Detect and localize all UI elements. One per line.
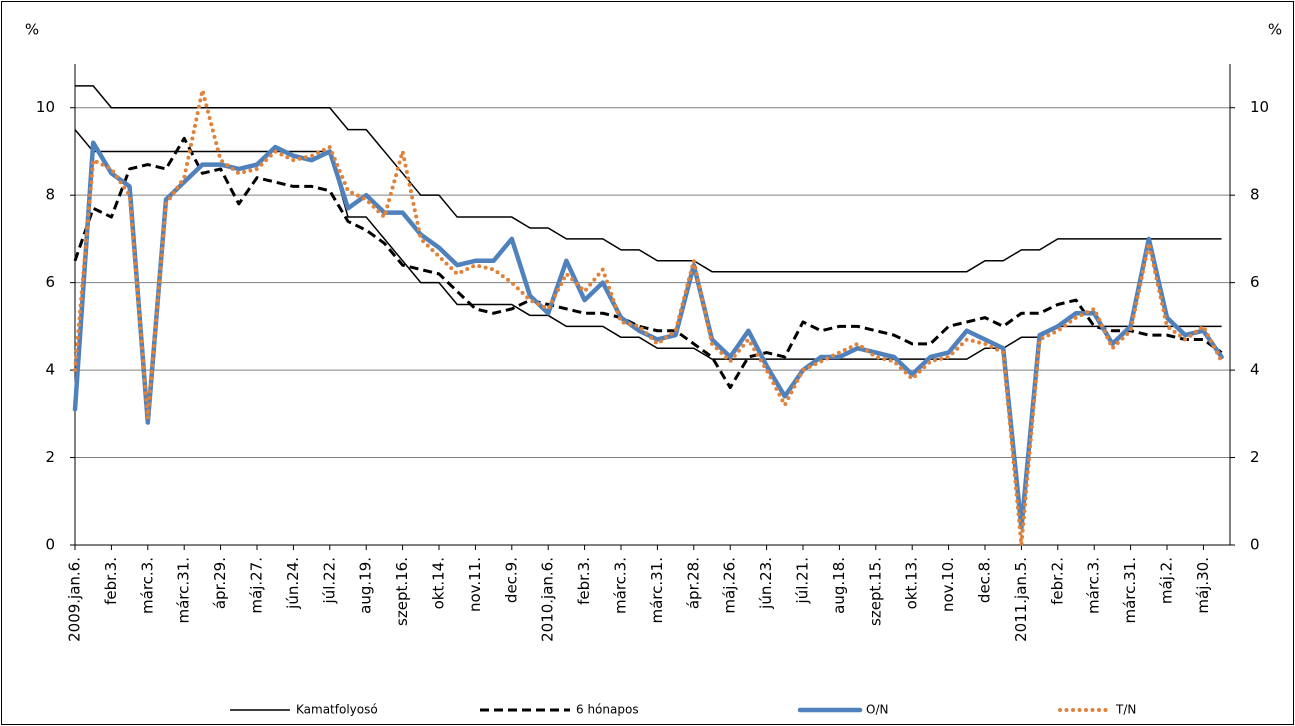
x-tick-label: márc.3. bbox=[612, 557, 630, 614]
x-tick-label: márc.31. bbox=[1121, 557, 1139, 624]
x-tick-label: 2009.jan.6. bbox=[66, 557, 84, 642]
legend-label: O/N bbox=[866, 703, 888, 717]
x-tick-label: máj.2. bbox=[1158, 557, 1176, 604]
y-tick-label: 10 bbox=[36, 98, 55, 116]
x-tick-label: ápr.29. bbox=[211, 557, 229, 609]
y-axis-label: % bbox=[25, 21, 39, 39]
x-tick-label: máj.26. bbox=[721, 557, 739, 614]
x-tick-label: júl.22. bbox=[320, 557, 338, 604]
y-tick-label: 8 bbox=[45, 186, 55, 204]
x-tick-label: nov.11. bbox=[466, 557, 484, 612]
y2-tick-label: 0 bbox=[1250, 536, 1260, 554]
x-tick-label: nov.10. bbox=[939, 557, 957, 612]
x-tick-label: márc.31. bbox=[648, 557, 666, 624]
line bbox=[74, 129, 1222, 360]
y2-tick-label: 6 bbox=[1250, 273, 1260, 291]
x-tick-label: 2011.jan.5. bbox=[1012, 557, 1030, 642]
line bbox=[72, 140, 1224, 530]
y2-axis-label: % bbox=[1268, 21, 1282, 39]
line bbox=[73, 136, 1223, 390]
line bbox=[75, 85, 1222, 273]
x-tick-label: okt.14. bbox=[430, 557, 448, 609]
y-tick-label: 4 bbox=[45, 361, 55, 379]
x-tick-label: szept.15. bbox=[866, 557, 884, 626]
x-tick-label: jún.24. bbox=[284, 557, 302, 610]
x-tick-label: febr.2. bbox=[1048, 557, 1066, 605]
x-tick-label: febr.3. bbox=[575, 557, 593, 605]
legend-label: Kamatfolyosó bbox=[296, 703, 378, 717]
y-tick-label: 2 bbox=[45, 448, 55, 466]
x-tick-label: máj.27. bbox=[248, 557, 266, 614]
y2-tick-label: 8 bbox=[1250, 186, 1260, 204]
x-tick-label: dec.8. bbox=[976, 557, 994, 603]
x-tick-label: máj.30. bbox=[1194, 557, 1212, 614]
x-tick-label: szept.16. bbox=[393, 557, 411, 626]
x-tick-label: márc.3. bbox=[138, 557, 156, 614]
x-tick-label: 2010.jan.6. bbox=[539, 557, 557, 642]
x-tick-label: júl.21. bbox=[794, 557, 812, 604]
x-tick-label: ápr.28. bbox=[684, 557, 702, 609]
y-tick-label: 0 bbox=[45, 536, 55, 554]
x-tick-label: márc.3. bbox=[1085, 557, 1103, 614]
x-tick-label: márc.31. bbox=[175, 557, 193, 624]
legend-label: 6 hónapos bbox=[576, 703, 639, 717]
y2-tick-label: 10 bbox=[1250, 98, 1269, 116]
x-tick-label: jún.23. bbox=[757, 557, 775, 610]
y2-tick-label: 4 bbox=[1250, 361, 1260, 379]
x-tick-label: febr.3. bbox=[102, 557, 120, 605]
x-tick-label: okt.13. bbox=[903, 557, 921, 609]
x-tick-label: aug.18. bbox=[830, 557, 848, 614]
y2-tick-label: 2 bbox=[1250, 448, 1260, 466]
y-tick-label: 6 bbox=[45, 273, 55, 291]
x-tick-label: dec.9. bbox=[502, 557, 520, 603]
x-tick-label: aug.19. bbox=[357, 557, 375, 614]
legend-label: T/N bbox=[1115, 703, 1136, 717]
line bbox=[73, 88, 1224, 547]
